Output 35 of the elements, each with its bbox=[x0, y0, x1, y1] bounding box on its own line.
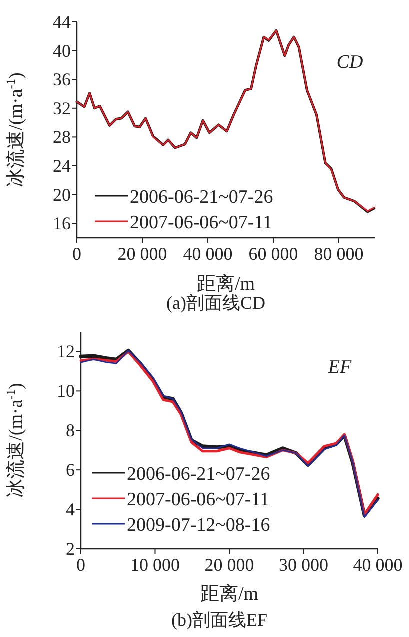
y-tick-label: 12 bbox=[57, 342, 75, 362]
x-tick-label: 0 bbox=[76, 555, 86, 575]
x-tick-label: 40 000 bbox=[183, 244, 233, 264]
y-tick-label: 44 bbox=[53, 12, 71, 32]
legend-label: 2007-06-06~07-11 bbox=[127, 490, 270, 510]
x-tick-label: 80 000 bbox=[314, 244, 364, 264]
y-tick-label: 40 bbox=[53, 40, 71, 61]
text: (a)剖面线CD bbox=[166, 293, 266, 313]
x-axis-title: 距离/m bbox=[200, 583, 259, 605]
y-tick-label: 24 bbox=[53, 156, 71, 176]
y-tick-label: 16 bbox=[53, 214, 71, 234]
y-tick-label: 6 bbox=[66, 460, 75, 480]
y-tick-label: 28 bbox=[53, 127, 71, 148]
x-tick-label: 0 bbox=[72, 244, 82, 264]
x-tick-label: 60 000 bbox=[248, 244, 298, 264]
y-tick-label: 36 bbox=[53, 70, 71, 90]
legend-label: 2006-06-21~07-26 bbox=[130, 187, 274, 208]
text: (b)剖面线EF bbox=[172, 610, 268, 630]
y-tick-label: 2 bbox=[66, 539, 75, 559]
y-tick-label: 32 bbox=[53, 98, 71, 118]
y-tick-label: 4 bbox=[66, 500, 75, 520]
x-axis-title: 距离/m bbox=[196, 273, 256, 295]
annotation: EF bbox=[327, 357, 352, 378]
x-tick-label: 30 000 bbox=[279, 555, 328, 575]
x-tick-label: 10 000 bbox=[130, 555, 180, 575]
x-tick-label: 20 000 bbox=[204, 555, 254, 575]
legend-label: 2006-06-21~07-26 bbox=[127, 464, 270, 485]
legend-label: 2009-07-12~08-16 bbox=[127, 515, 270, 536]
legend-label: 2007-06-06~07-11 bbox=[130, 212, 273, 234]
x-tick-label: 40 000 bbox=[353, 555, 403, 575]
y-tick-label: 10 bbox=[57, 381, 75, 402]
x-tick-label: 20 000 bbox=[118, 244, 168, 264]
annotation: CD bbox=[336, 52, 364, 73]
y-tick-label: 8 bbox=[66, 420, 75, 441]
y-tick-label: 20 bbox=[53, 184, 71, 205]
